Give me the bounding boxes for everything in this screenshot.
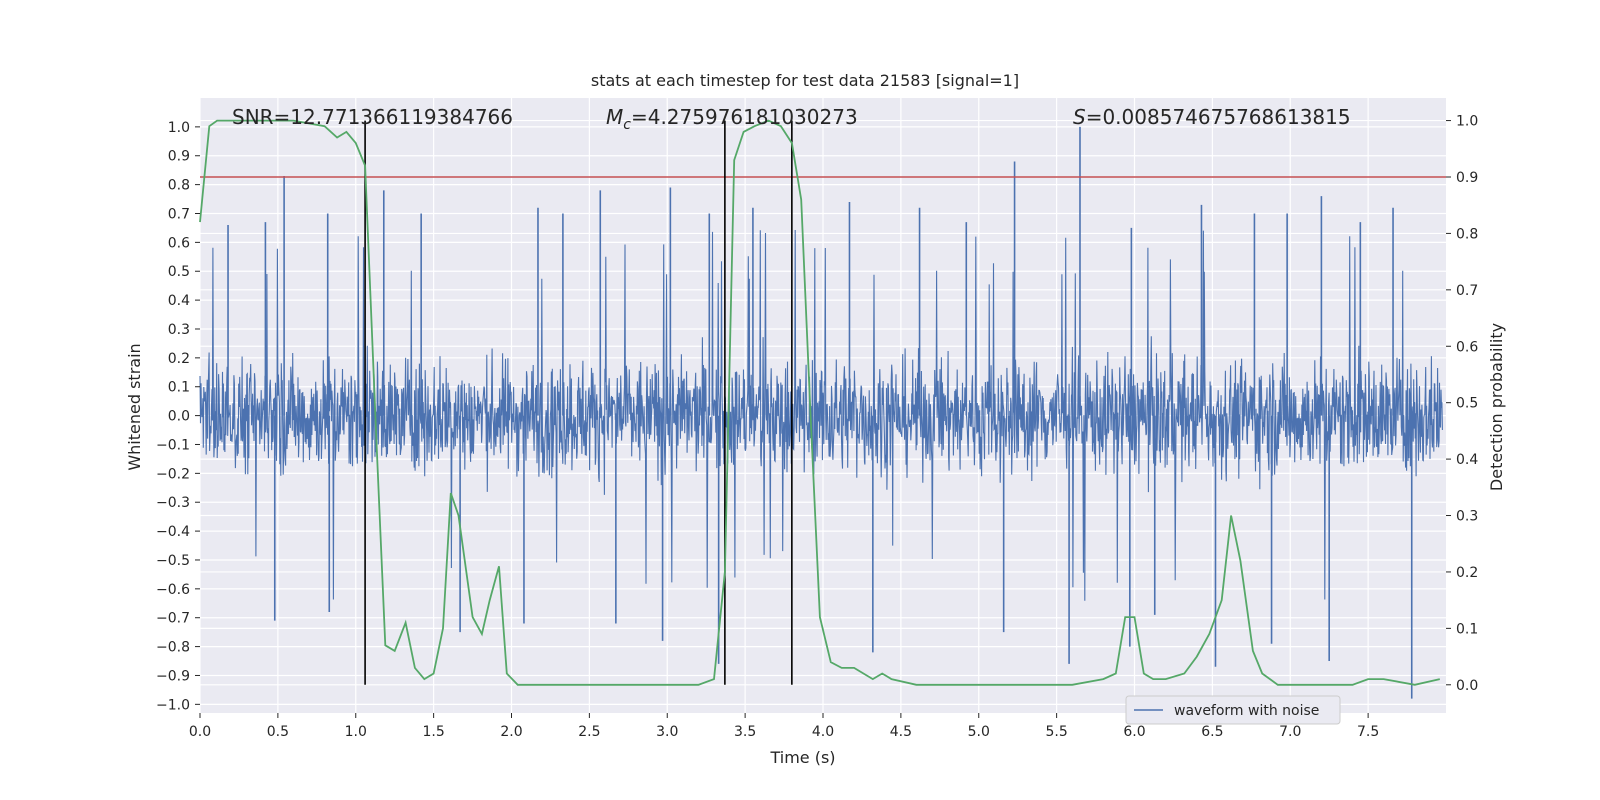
legend-label: waveform with noise: [1174, 703, 1319, 719]
y-right-tick-label: 0.8: [1456, 226, 1478, 242]
y-right-tick-label: 0.7: [1456, 283, 1478, 299]
y-left-tick-label: −1.0: [156, 697, 190, 713]
probability-line: [199, 119, 1441, 686]
chirp-mass-subscript: c: [623, 117, 631, 133]
x-tick-label: 4.0: [812, 724, 834, 740]
y-left-axis-label: Whitened strain: [125, 343, 144, 470]
x-tick-label: 7.5: [1357, 724, 1379, 740]
x-axis-label: Time (s): [769, 748, 835, 767]
x-tick-label: 5.0: [968, 724, 990, 740]
x-tick-label: 6.0: [1123, 724, 1145, 740]
y-right-tick-label: 0.9: [1456, 170, 1478, 186]
probability-series: [199, 119, 1441, 686]
legend: waveform with noise: [1125, 695, 1341, 725]
y-left-tick-label: 0.9: [168, 149, 190, 165]
y-right-tick-label: 0.3: [1456, 509, 1478, 525]
y-right-tick-label: 0.2: [1456, 565, 1478, 581]
y-left-tick-label: 1.0: [168, 120, 190, 136]
x-tick-label: 0.0: [189, 724, 211, 740]
x-tick-label: 1.5: [422, 724, 444, 740]
y-right-tick-label: 0.0: [1456, 678, 1478, 694]
s-symbol: S: [1073, 105, 1086, 129]
y-left-tick-label: −0.9: [156, 668, 190, 684]
chirp-mass-value: =4.275976181030273: [631, 105, 858, 129]
x-tick-label: 6.5: [1201, 724, 1223, 740]
y-left-tick-label: 0.7: [168, 206, 190, 222]
y-left-tick-label: −0.7: [156, 611, 190, 627]
y-left-tick-label: −0.4: [156, 524, 190, 540]
waveform-series: [199, 126, 1443, 699]
y-left-tick-label: 0.3: [168, 322, 190, 338]
y-left-tick-label: −0.8: [156, 640, 190, 656]
x-axis-ticks: 0.0 0.5 1.0 1.5 2.0 2.5 3.0 3.5 4.0 4.5 5.0 5.5 6.0 6…: [189, 713, 1379, 740]
y-right-tick-label: 0.1: [1456, 621, 1478, 637]
y-right-axis-ticks: 1.0 0.9 0.8 0.7 0.6 0.5 0.4 0.3 0.2 0.1 0.0: [1446, 114, 1478, 694]
waveform-line: [199, 229, 1443, 601]
x-tick-label: 4.5: [890, 724, 912, 740]
y-right-tick-label: 0.5: [1456, 396, 1478, 412]
s-value: =0.008574675768613815: [1086, 105, 1351, 129]
y-left-tick-label: −0.5: [156, 553, 190, 569]
y-left-tick-label: 0.6: [168, 235, 190, 251]
x-tick-label: 1.0: [345, 724, 367, 740]
y-left-tick-label: 0.4: [168, 293, 190, 309]
y-right-tick-label: 0.6: [1456, 339, 1478, 355]
x-tick-label: 2.5: [578, 724, 600, 740]
chirp-mass-annotation: Mc=4.275976181030273: [606, 105, 858, 133]
y-left-tick-label: −0.6: [156, 582, 190, 598]
vertical-marker-lines: [364, 120, 793, 685]
y-right-axis-label: Detection probability: [1487, 323, 1506, 491]
y-left-tick-label: −0.3: [156, 495, 190, 511]
y-left-tick-label: 0.5: [168, 264, 190, 280]
x-tick-label: 0.5: [267, 724, 289, 740]
x-tick-label: 3.0: [656, 724, 678, 740]
y-left-axis-ticks: 1.0 0.9 0.8 0.7 0.6 0.5 0.4 0.3 0.2 0.1 0.0 −0.1 −0.…: [156, 120, 200, 713]
y-left-tick-label: 0.1: [168, 380, 190, 396]
y-right-tick-label: 1.0: [1456, 114, 1478, 130]
x-tick-label: 7.0: [1279, 724, 1301, 740]
s-annotation: S=0.008574675768613815: [1073, 105, 1351, 129]
chart-title: stats at each timestep for test data 215…: [591, 71, 1019, 90]
legend-box: [1125, 695, 1341, 725]
x-tick-label: 3.5: [734, 724, 756, 740]
y-left-tick-label: 0.0: [168, 409, 190, 425]
y-left-tick-label: −0.2: [156, 466, 190, 482]
y-left-tick-label: −0.1: [156, 437, 190, 453]
y-left-tick-label: 0.8: [168, 178, 190, 194]
x-tick-label: 5.5: [1045, 724, 1067, 740]
y-left-tick-label: 0.2: [168, 351, 190, 367]
x-tick-label: 2.0: [500, 724, 522, 740]
chirp-mass-symbol: M: [606, 105, 623, 129]
y-right-tick-label: 0.4: [1456, 452, 1478, 468]
snr-annotation: SNR=12.771366119384766: [232, 105, 513, 129]
